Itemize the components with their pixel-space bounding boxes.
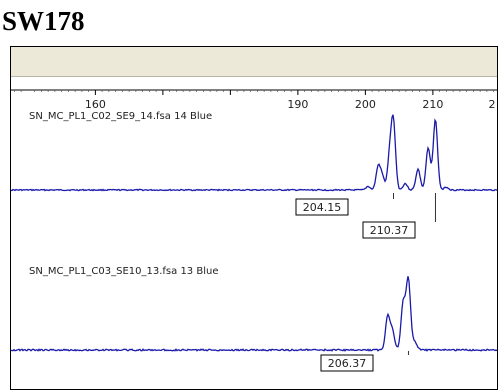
viewer-toolbar: [11, 47, 497, 77]
x-tick-label: 210: [422, 98, 443, 111]
x-tick-label: 200: [355, 98, 376, 111]
trace-line-lower: [11, 276, 497, 352]
peak-label-box: [295, 198, 349, 216]
x-tick-label: 190: [287, 98, 308, 111]
trace-label: SN_MC_PL1_C03_SE10_13.fsa 13 Blue: [29, 266, 218, 277]
trace-line-upper: [11, 114, 497, 192]
x-tick-label: 160: [85, 98, 106, 111]
x-tick-label: 2: [489, 98, 496, 111]
peak-label-box: [362, 221, 416, 239]
peak-label-text: 210.37: [370, 224, 409, 237]
trace-label: SN_MC_PL1_C02_SE9_14.fsa 14 Blue: [29, 111, 212, 122]
electropherogram-panel: 160 190 200 210 2 SN_MC_PL1_C02_SE9_14.fsa 14…: [10, 46, 498, 390]
peak-label-text: 204.15: [303, 201, 342, 214]
peak-label-box: [320, 354, 374, 372]
electropherogram-chart: 160 190 200 210 2 SN_MC_PL1_C02_SE9_14.fsa 14…: [11, 89, 497, 372]
peak-label-text: 206.37: [328, 357, 367, 370]
sample-title: SW178: [2, 6, 85, 36]
